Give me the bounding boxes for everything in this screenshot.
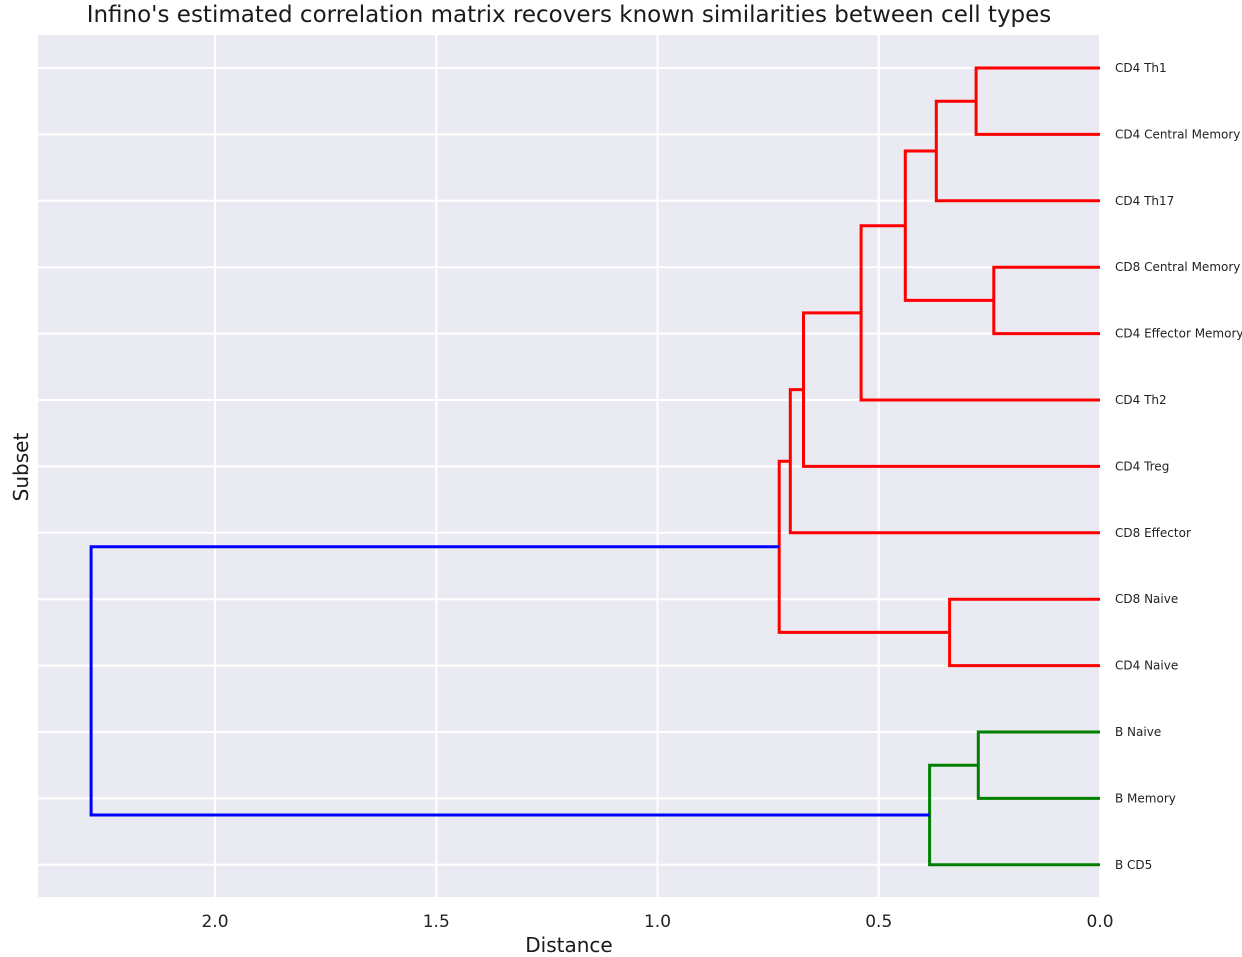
x-axis-ticks: 2.0 1.5 1.0 0.5 0.0 xyxy=(201,912,1113,932)
y-axis-label: Subset xyxy=(9,432,33,502)
chart-title: Infino's estimated correlation matrix re… xyxy=(86,2,1052,28)
leaf-label-11: B Memory xyxy=(1115,791,1176,805)
leaf-label-3: CD8 Central Memory xyxy=(1115,260,1240,274)
grid-lines xyxy=(38,35,1101,897)
x-tick-label-0: 2.0 xyxy=(201,912,228,932)
leaf-labels: CD4 Th1 CD4 Central Memory CD4 Th17 CD8 Cen… xyxy=(1115,61,1242,872)
x-tick-label-4: 0.0 xyxy=(1086,912,1113,932)
dendrogram-links xyxy=(89,66,1100,867)
leaf-label-4: CD4 Effector Memory xyxy=(1115,327,1242,341)
leaf-label-12: B CD5 xyxy=(1115,858,1152,872)
leaf-label-9: CD4 Naive xyxy=(1115,659,1178,673)
leaf-label-6: CD4 Treg xyxy=(1115,459,1169,473)
dendrogram-link-11 xyxy=(89,545,930,817)
leaf-label-2: CD4 Th17 xyxy=(1115,194,1174,208)
x-tick-label-3: 0.5 xyxy=(865,912,892,932)
leaf-label-8: CD8 Naive xyxy=(1115,592,1178,606)
leaf-label-5: CD4 Th2 xyxy=(1115,393,1167,407)
leaf-label-7: CD8 Effector xyxy=(1115,526,1191,540)
x-tick-label-2: 1.0 xyxy=(644,912,671,932)
leaf-label-0: CD4 Th1 xyxy=(1115,61,1167,75)
leaf-label-10: B Naive xyxy=(1115,725,1161,739)
leaf-label-1: CD4 Central Memory xyxy=(1115,127,1240,141)
x-axis-label: Distance xyxy=(525,933,613,957)
x-tick-label-1: 1.5 xyxy=(423,912,450,932)
